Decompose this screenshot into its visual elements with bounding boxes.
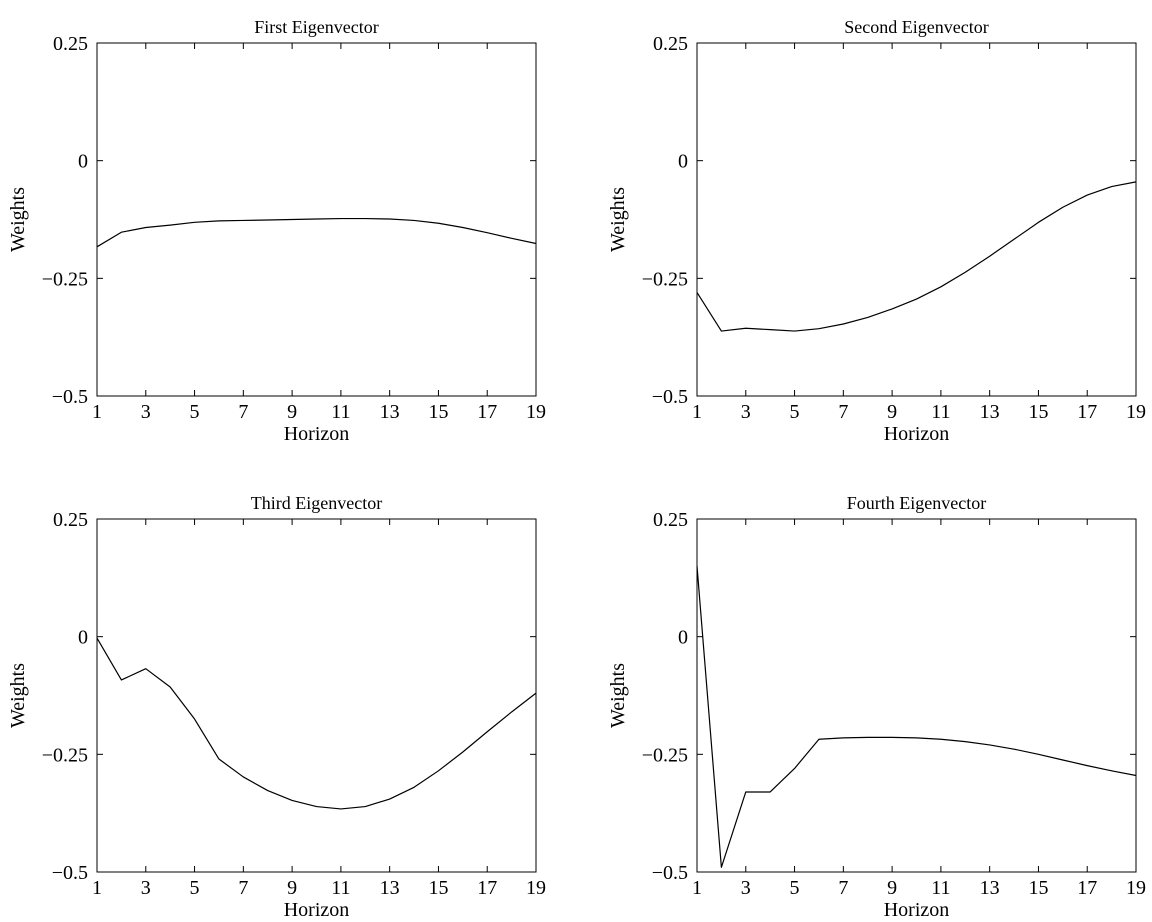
plot-frame <box>96 518 537 873</box>
x-tick-label: 17 <box>1077 401 1097 423</box>
x-tick-label: 9 <box>887 877 897 899</box>
x-tick-label: 3 <box>741 401 751 423</box>
plot-frame <box>696 42 1137 397</box>
y-tick-label: −0.5 <box>652 386 688 408</box>
y-tick-label: 0.25 <box>53 509 88 531</box>
x-tick-label: 19 <box>526 877 546 899</box>
x-tick-label: 9 <box>287 877 297 899</box>
x-tick-label: 1 <box>692 877 702 899</box>
y-tick-label: −0.25 <box>642 268 688 290</box>
x-tick-label: 15 <box>1028 877 1048 899</box>
y-tick-label: 0 <box>78 627 88 649</box>
x-tick-label: 13 <box>380 401 400 423</box>
x-tick-label: 13 <box>980 877 1000 899</box>
series-line <box>96 637 537 810</box>
y-tick-label: −0.25 <box>42 744 88 766</box>
x-tick-label: 7 <box>238 877 248 899</box>
y-tick-label: 0.25 <box>653 33 688 55</box>
x-tick-label: 5 <box>790 877 800 899</box>
x-tick-label: 7 <box>838 877 848 899</box>
y-tick-label: 0 <box>78 151 88 173</box>
x-axis-label: Horizon <box>884 899 950 921</box>
x-tick-label: 5 <box>190 401 200 423</box>
chart-title: Second Eigenvector <box>844 17 988 37</box>
x-tick-label: 11 <box>931 877 950 899</box>
y-tick-label: 0.25 <box>653 509 688 531</box>
x-tick-label: 3 <box>141 877 151 899</box>
plot-frame <box>696 518 1137 873</box>
y-tick-label: −0.5 <box>52 386 88 408</box>
x-tick-label: 11 <box>931 401 950 423</box>
x-tick-label: 13 <box>380 877 400 899</box>
y-axis-label: Weights <box>7 663 29 728</box>
y-tick-label: −0.25 <box>642 744 688 766</box>
x-tick-label: 7 <box>238 401 248 423</box>
y-tick-label: 0.25 <box>53 33 88 55</box>
plot-frame <box>96 42 537 397</box>
x-tick-label: 11 <box>331 877 350 899</box>
y-tick-label: −0.25 <box>42 268 88 290</box>
y-tick-label: 0 <box>678 151 688 173</box>
x-tick-label: 15 <box>428 877 448 899</box>
y-axis-label: Weights <box>7 187 29 252</box>
series-line <box>696 566 1137 868</box>
x-tick-label: 19 <box>1126 401 1146 423</box>
x-tick-label: 15 <box>428 401 448 423</box>
series-line <box>96 217 537 248</box>
x-tick-label: 19 <box>1126 877 1146 899</box>
x-tick-label: 11 <box>331 401 350 423</box>
x-tick-label: 19 <box>526 401 546 423</box>
x-tick-label: 13 <box>980 401 1000 423</box>
x-tick-label: 15 <box>1028 401 1048 423</box>
x-tick-label: 9 <box>887 401 897 423</box>
y-axis-label: Weights <box>607 187 629 252</box>
x-tick-label: 3 <box>741 877 751 899</box>
x-tick-label: 17 <box>1077 877 1097 899</box>
series-line <box>696 181 1137 332</box>
chart-title: Third Eigenvector <box>251 493 382 513</box>
x-axis-label: Horizon <box>884 423 950 445</box>
x-tick-label: 5 <box>790 401 800 423</box>
x-tick-label: 17 <box>477 401 497 423</box>
x-tick-label: 17 <box>477 877 497 899</box>
x-tick-label: 9 <box>287 401 297 423</box>
x-tick-label: 7 <box>838 401 848 423</box>
x-axis-label: Horizon <box>284 899 350 921</box>
y-axis-label: Weights <box>607 663 629 728</box>
chart-title: Fourth Eigenvector <box>847 493 986 513</box>
x-tick-label: 1 <box>92 877 102 899</box>
y-tick-label: 0 <box>678 627 688 649</box>
chart-title: First Eigenvector <box>254 17 378 37</box>
y-tick-label: −0.5 <box>52 862 88 884</box>
x-tick-label: 5 <box>190 877 200 899</box>
x-tick-label: 1 <box>692 401 702 423</box>
x-axis-label: Horizon <box>284 423 350 445</box>
x-tick-label: 1 <box>92 401 102 423</box>
y-tick-label: −0.5 <box>652 862 688 884</box>
x-tick-label: 3 <box>141 401 151 423</box>
